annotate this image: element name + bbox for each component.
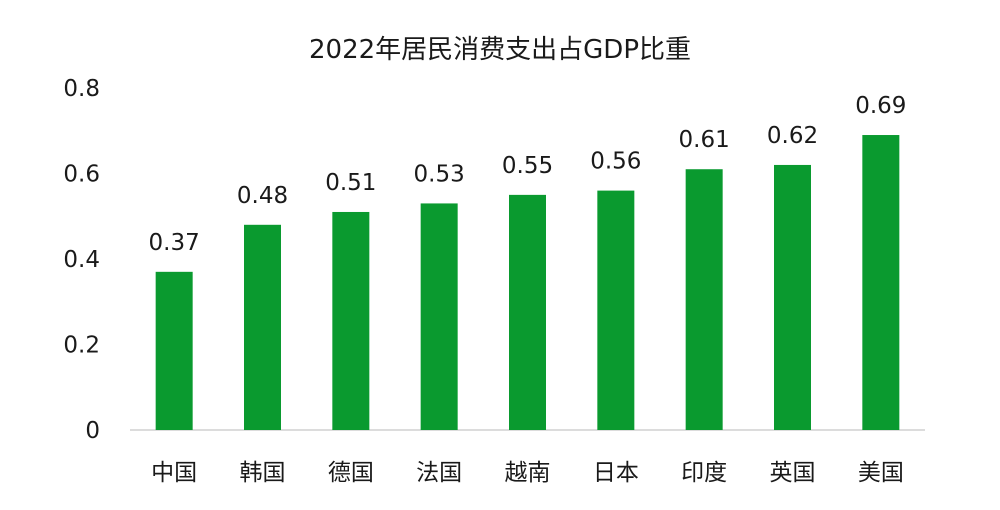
data-label: 0.55 — [502, 153, 553, 179]
x-tick-label: 越南 — [505, 460, 551, 486]
data-label: 0.53 — [414, 161, 465, 187]
data-label: 0.62 — [767, 123, 818, 149]
data-label: 0.69 — [855, 93, 906, 119]
bar — [244, 224, 281, 430]
x-tick-label: 日本 — [593, 460, 639, 486]
x-tick-label: 法国 — [416, 460, 462, 486]
x-tick-label: 英国 — [770, 460, 816, 486]
y-tick-label: 0 — [85, 418, 100, 444]
data-label: 0.37 — [149, 230, 200, 256]
x-axis: 中国 韩国 德国 法国 越南 日本 印度 英国 美国 — [151, 460, 904, 486]
x-tick-label: 韩国 — [240, 460, 286, 486]
x-tick-label: 印度 — [681, 460, 727, 486]
chart-title: 2022年居民消费支出占GDP比重 — [309, 35, 691, 65]
bar — [685, 169, 723, 430]
y-tick-label: 0.4 — [63, 247, 100, 273]
x-tick-label: 中国 — [151, 460, 197, 486]
data-label: 0.51 — [325, 170, 376, 196]
bar — [155, 271, 193, 430]
y-tick-label: 0.6 — [63, 162, 100, 188]
x-tick-label: 德国 — [328, 460, 374, 486]
y-tick-label: 0.8 — [63, 76, 100, 102]
x-tick-label: 美国 — [858, 460, 904, 486]
y-axis: 0 0.2 0.4 0.6 0.8 — [63, 76, 100, 444]
bar — [420, 203, 458, 430]
data-labels: 0.37 0.48 0.51 0.53 0.55 0.56 0.61 0.62 0.69 — [149, 93, 907, 256]
data-label: 0.48 — [237, 183, 288, 209]
bar — [509, 194, 546, 430]
bar — [862, 135, 900, 430]
bar — [774, 164, 811, 430]
bar-series — [155, 135, 900, 430]
bar — [332, 211, 370, 430]
data-label: 0.61 — [679, 127, 730, 153]
data-label: 0.56 — [590, 149, 641, 175]
y-tick-label: 0.2 — [63, 333, 100, 359]
bar — [597, 190, 635, 430]
